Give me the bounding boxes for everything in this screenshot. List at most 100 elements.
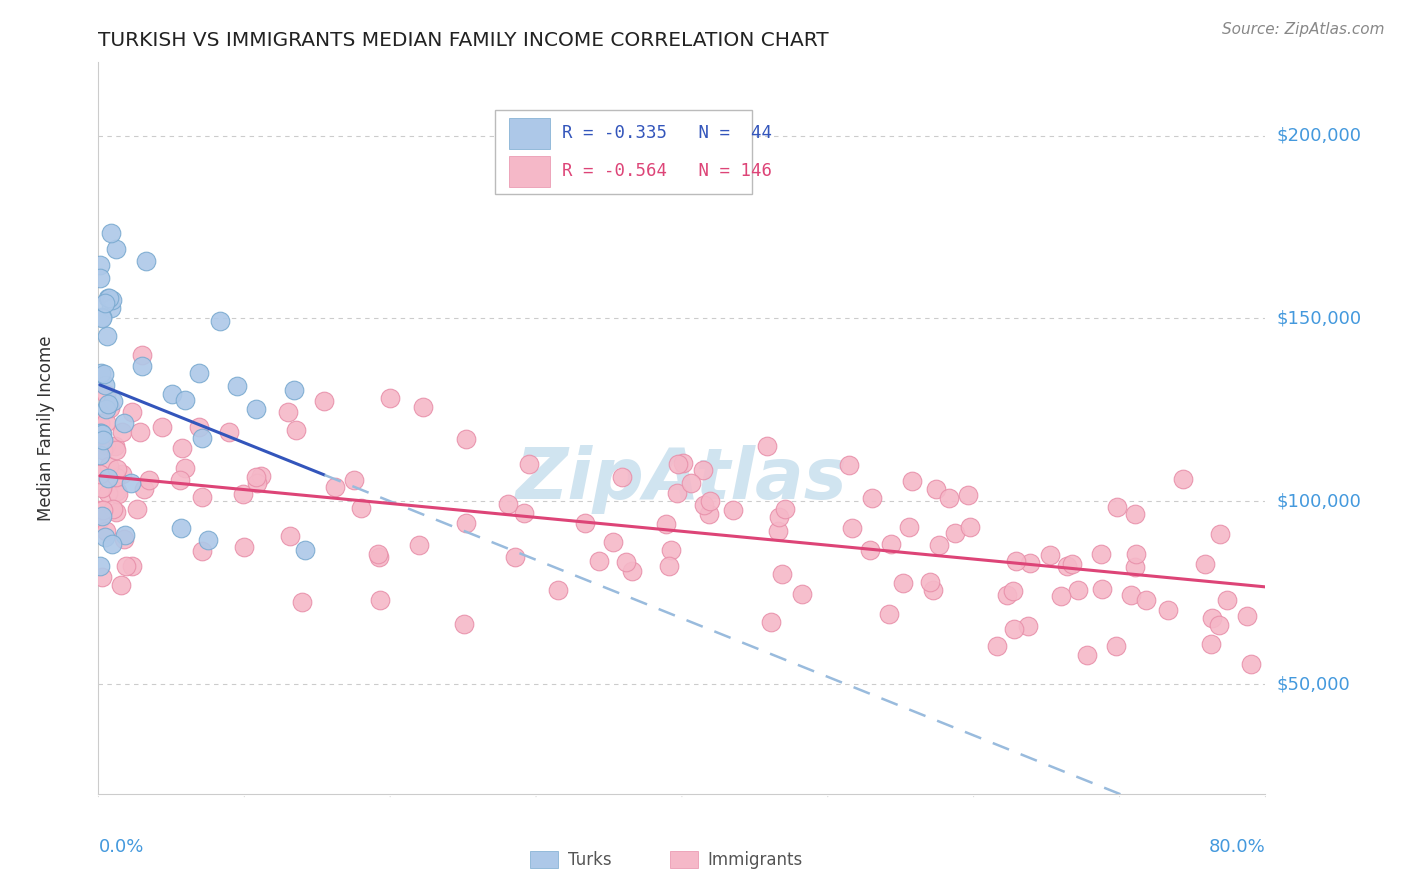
Point — [1201, 611, 1223, 625]
FancyBboxPatch shape — [530, 851, 558, 869]
Point — [1090, 547, 1112, 561]
Point — [115, 559, 138, 574]
Text: TURKISH VS IMMIGRANTS MEDIAN FAMILY INCOME CORRELATION CHART: TURKISH VS IMMIGRANTS MEDIAN FAMILY INCO… — [98, 30, 830, 50]
Point — [150, 420, 173, 434]
Point — [859, 542, 882, 557]
Point — [101, 393, 124, 408]
Point — [454, 432, 477, 446]
Point — [770, 566, 793, 581]
Point — [1125, 547, 1147, 561]
Point — [505, 549, 527, 564]
Point — [513, 506, 536, 520]
Point — [547, 583, 569, 598]
Point — [105, 470, 128, 484]
Point — [89, 428, 111, 442]
Point — [191, 491, 214, 505]
Point — [323, 480, 346, 494]
Point — [111, 425, 134, 439]
Point — [614, 556, 637, 570]
Point — [672, 456, 695, 470]
Point — [100, 301, 122, 315]
Point — [90, 310, 112, 325]
Point — [290, 595, 312, 609]
Point — [620, 564, 643, 578]
Point — [879, 537, 901, 551]
Point — [891, 575, 914, 590]
Text: 0.0%: 0.0% — [98, 838, 143, 855]
Point — [233, 541, 256, 555]
Point — [104, 505, 127, 519]
Point — [921, 583, 943, 598]
Point — [454, 516, 477, 531]
Point — [1135, 593, 1157, 607]
Point — [160, 386, 183, 401]
Point — [1019, 556, 1042, 570]
Point — [1060, 557, 1083, 571]
Point — [1215, 593, 1237, 607]
Point — [138, 473, 160, 487]
Point — [920, 574, 942, 589]
Point — [956, 488, 979, 502]
Point — [1105, 500, 1128, 514]
Point — [1208, 617, 1230, 632]
Point — [101, 537, 124, 551]
Point — [367, 547, 389, 561]
Point — [97, 471, 120, 485]
Point — [1002, 622, 1025, 636]
Point — [699, 493, 721, 508]
Point — [610, 470, 633, 484]
Point — [314, 394, 336, 409]
Point — [1119, 588, 1142, 602]
Point — [91, 427, 114, 442]
Point — [121, 558, 143, 573]
Point — [453, 617, 475, 632]
Point — [721, 503, 744, 517]
Point — [693, 498, 716, 512]
Point — [938, 491, 960, 505]
Point — [100, 293, 122, 308]
Point — [91, 443, 114, 458]
Point — [105, 242, 128, 256]
Point — [860, 491, 883, 506]
Point — [89, 503, 111, 517]
Point — [93, 529, 115, 543]
Point — [250, 469, 273, 483]
Point — [1171, 472, 1194, 486]
FancyBboxPatch shape — [509, 156, 550, 186]
Point — [232, 487, 254, 501]
Point — [498, 497, 520, 511]
Point — [924, 482, 946, 496]
Point — [898, 520, 921, 534]
Point — [692, 463, 714, 477]
Point — [1039, 548, 1062, 562]
Point — [94, 377, 117, 392]
Text: R = -0.335   N =  44: R = -0.335 N = 44 — [562, 124, 772, 143]
Point — [91, 434, 114, 448]
Point — [1005, 553, 1028, 567]
Point — [96, 328, 118, 343]
Point — [841, 521, 863, 535]
Point — [94, 295, 117, 310]
Point — [97, 397, 120, 411]
Point — [134, 482, 156, 496]
Point — [218, 425, 240, 439]
Point — [96, 416, 118, 430]
Point — [995, 588, 1018, 602]
Point — [1236, 609, 1258, 624]
Point — [766, 524, 789, 538]
Point — [93, 368, 115, 382]
Point — [1076, 648, 1098, 662]
Point — [110, 467, 132, 481]
Point — [1240, 657, 1263, 671]
Point — [294, 542, 316, 557]
Point — [666, 457, 689, 471]
Point — [89, 448, 111, 462]
Point — [90, 425, 112, 440]
Point — [208, 314, 231, 328]
Point — [245, 401, 267, 416]
Point — [120, 475, 142, 490]
Point — [173, 461, 195, 475]
Point — [343, 473, 366, 487]
Text: $150,000: $150,000 — [1277, 310, 1361, 327]
Text: $50,000: $50,000 — [1277, 675, 1350, 693]
